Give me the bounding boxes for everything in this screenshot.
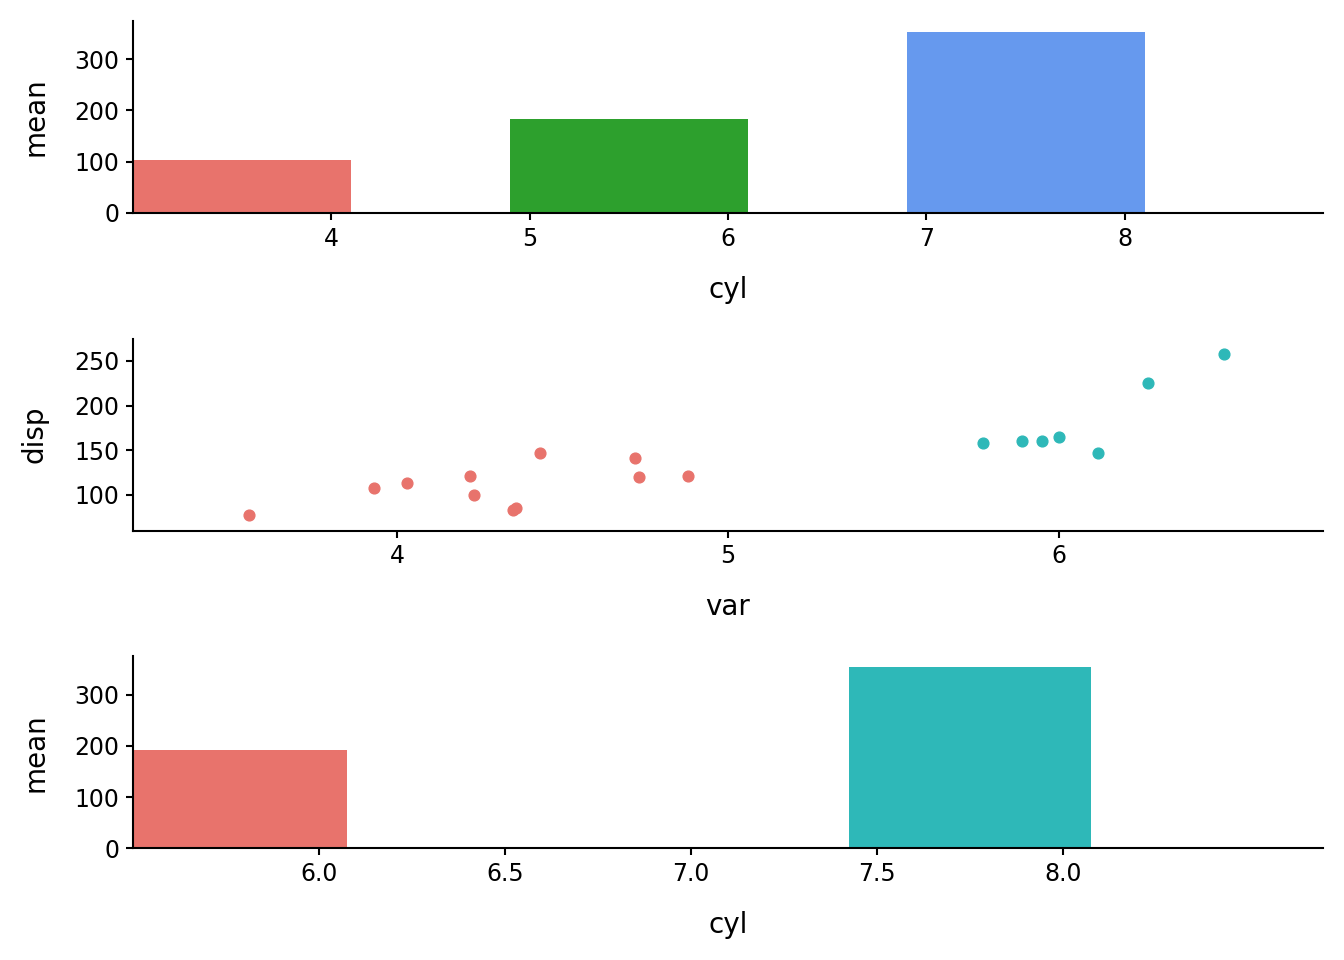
- Point: [503, 502, 524, 517]
- Bar: [509, 119, 747, 213]
- Point: [530, 445, 551, 461]
- Point: [1087, 445, 1109, 461]
- X-axis label: cyl: cyl: [708, 276, 747, 303]
- Point: [628, 469, 649, 485]
- Point: [1137, 375, 1159, 391]
- Point: [238, 507, 259, 522]
- X-axis label: var: var: [706, 593, 750, 621]
- Point: [972, 436, 993, 451]
- Point: [1012, 434, 1034, 449]
- Point: [677, 468, 699, 484]
- Y-axis label: disp: disp: [22, 406, 48, 464]
- Point: [462, 487, 484, 502]
- Point: [396, 475, 418, 491]
- Point: [625, 450, 646, 466]
- Point: [364, 480, 386, 495]
- Y-axis label: mean: mean: [22, 713, 50, 792]
- Bar: [105, 750, 347, 849]
- Bar: [907, 32, 1145, 213]
- Point: [505, 500, 527, 516]
- Point: [1031, 434, 1052, 449]
- Bar: [113, 160, 351, 213]
- Point: [460, 468, 481, 484]
- Point: [1214, 346, 1235, 361]
- Point: [1048, 429, 1070, 444]
- Y-axis label: mean: mean: [22, 78, 50, 156]
- Bar: [849, 667, 1091, 849]
- X-axis label: cyl: cyl: [708, 911, 747, 939]
